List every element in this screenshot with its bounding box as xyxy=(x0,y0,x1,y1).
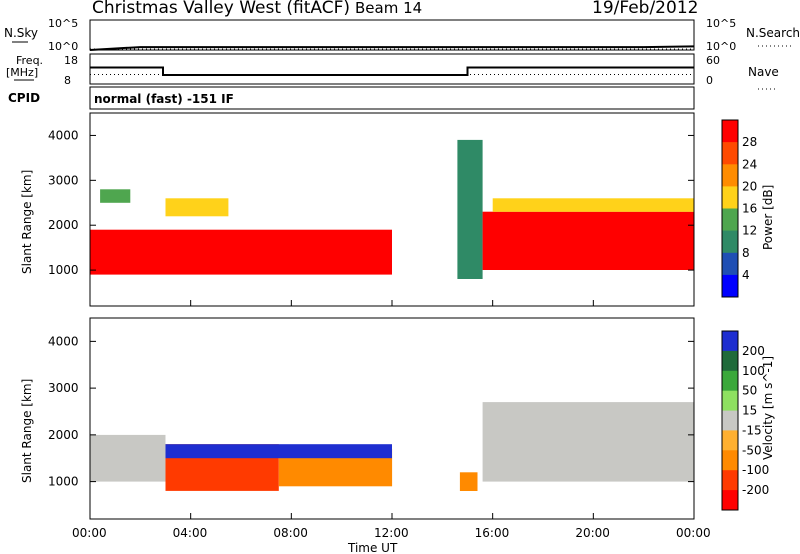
freq-unit: [MHz] xyxy=(6,66,38,79)
power-region xyxy=(482,211,694,270)
colorbar-tick-label: 20 xyxy=(742,179,757,193)
ytick-label: 1000 xyxy=(48,263,79,277)
xtick-label: 16:00 xyxy=(475,526,510,540)
time-xaxis: 00:00 04:00 08:00 12:00 16:00 20:00 00:00 xyxy=(72,300,711,540)
freq-line xyxy=(90,66,694,76)
xtick-label: 00:00 xyxy=(676,526,711,540)
nsky-line xyxy=(89,45,695,51)
power-heatmap xyxy=(90,139,694,279)
beam-label: Beam 14 xyxy=(355,0,422,17)
colorbar-tick-label: -200 xyxy=(742,483,769,497)
ytick-label: 3000 xyxy=(48,173,79,187)
colorbar-tick-label: 8 xyxy=(742,246,750,260)
colorbar-tick-label: -50 xyxy=(742,443,762,457)
nave-label: Nave xyxy=(748,65,779,79)
nsky-tick-hi: 10^5 xyxy=(48,17,78,30)
xtick-label: 20:00 xyxy=(575,526,610,540)
colorbar-swatch xyxy=(722,390,738,412)
freq-series xyxy=(90,66,694,76)
xtick-label: 12:00 xyxy=(374,526,409,540)
colorbar-tick-label: 100 xyxy=(742,364,765,378)
colorbar-tick-label: 15 xyxy=(742,404,757,418)
power-ylabel: Slant Range [km] xyxy=(20,170,34,274)
colorbar-swatch xyxy=(722,230,738,254)
freq-tick-hi: 18 xyxy=(64,54,78,67)
power-region xyxy=(457,139,483,279)
station-title: Christmas Valley West (fitACF) xyxy=(92,0,350,18)
cpid-label: CPID xyxy=(8,91,40,105)
colorbar-swatch xyxy=(722,120,738,143)
nsearch-tick-lo: 10^0 xyxy=(706,40,736,53)
nave-tick-hi: 60 xyxy=(706,54,720,67)
nsearch-label: N.Search xyxy=(746,26,800,40)
nsearch-tick-hi: 10^5 xyxy=(706,17,736,30)
power-colorbar: 4 8 12 16 20 24 28 xyxy=(721,119,757,298)
velocity-region xyxy=(165,444,392,459)
velocity-region xyxy=(482,402,694,482)
freq-label: Freq. xyxy=(16,54,43,67)
velocity-colorbar: 200 100 50 15 -15 -50 -100 -200 xyxy=(721,330,769,511)
colorbar-tick-label: 50 xyxy=(742,384,757,398)
colorbar-swatch xyxy=(722,450,738,471)
ytick-label: 3000 xyxy=(48,381,79,395)
colorbar-swatch xyxy=(722,186,738,209)
colorbar-tick-label: 12 xyxy=(742,224,757,238)
colorbar-tick-label: -100 xyxy=(742,463,769,477)
colorbar-frame xyxy=(721,119,739,298)
cpid-panel-frame xyxy=(89,86,695,110)
ytick-label: 1000 xyxy=(48,475,79,489)
power-colorbar-label: Power [dB] xyxy=(761,185,775,250)
colorbar-swatch xyxy=(722,252,738,276)
velocity-ylabel: Slant Range [km] xyxy=(20,379,34,483)
velocity-colorbar-label: Velocity [m s^-1] xyxy=(761,356,775,460)
velocity-yaxis: 1000 2000 3000 4000 xyxy=(48,334,694,489)
ytick-label: 4000 xyxy=(48,128,79,142)
nave-tick-lo: 0 xyxy=(706,74,713,87)
nsky-tick-lo: 10^0 xyxy=(48,40,78,53)
colorbar-tick-label: 24 xyxy=(742,157,757,171)
colorbar-swatch xyxy=(722,331,738,352)
power-region xyxy=(100,189,131,203)
colorbar-swatch xyxy=(722,470,738,491)
colorbar-swatch xyxy=(722,274,738,298)
freq-tick-lo: 8 xyxy=(64,74,71,87)
colorbar-frame xyxy=(721,330,739,511)
xtick-label: 08:00 xyxy=(273,526,308,540)
colorbar-tick-label: -15 xyxy=(742,423,762,437)
freq-panel-frame xyxy=(89,53,695,85)
colorbar-swatch xyxy=(722,164,738,187)
power-region xyxy=(492,198,694,212)
nsky-label: N.Sky xyxy=(4,26,38,40)
colorbar-swatch xyxy=(722,370,738,392)
power-yaxis: 1000 2000 3000 4000 xyxy=(48,128,694,277)
colorbar-swatch xyxy=(722,490,738,511)
power-region xyxy=(90,229,392,275)
xtick-label: 00:00 xyxy=(72,526,107,540)
velocity-region xyxy=(459,472,478,491)
cpid-value: normal (fast) -151 IF xyxy=(94,92,234,106)
xtick-label: 04:00 xyxy=(173,526,208,540)
ytick-label: 2000 xyxy=(48,428,79,442)
colorbar-swatch xyxy=(722,350,738,372)
nsky-series xyxy=(89,45,695,51)
date-label: 19/Feb/2012 xyxy=(592,0,698,18)
ytick-label: 2000 xyxy=(48,218,79,232)
colorbar-tick-label: 4 xyxy=(742,268,750,282)
nsky-panel-frame xyxy=(89,19,695,51)
velocity-region xyxy=(90,434,166,482)
power-region xyxy=(165,198,229,217)
colorbar-tick-label: 28 xyxy=(742,135,757,149)
colorbar-swatch xyxy=(722,142,738,165)
colorbar-swatch xyxy=(722,430,738,451)
colorbar-swatch xyxy=(722,208,738,232)
colorbar-tick-label: 200 xyxy=(742,344,765,358)
colorbar-tick-label: 16 xyxy=(742,202,757,216)
ytick-label: 4000 xyxy=(48,334,79,348)
colorbar-swatch xyxy=(722,410,738,431)
velocity-heatmap xyxy=(90,402,694,491)
time-xlabel: Time UT xyxy=(347,541,398,554)
